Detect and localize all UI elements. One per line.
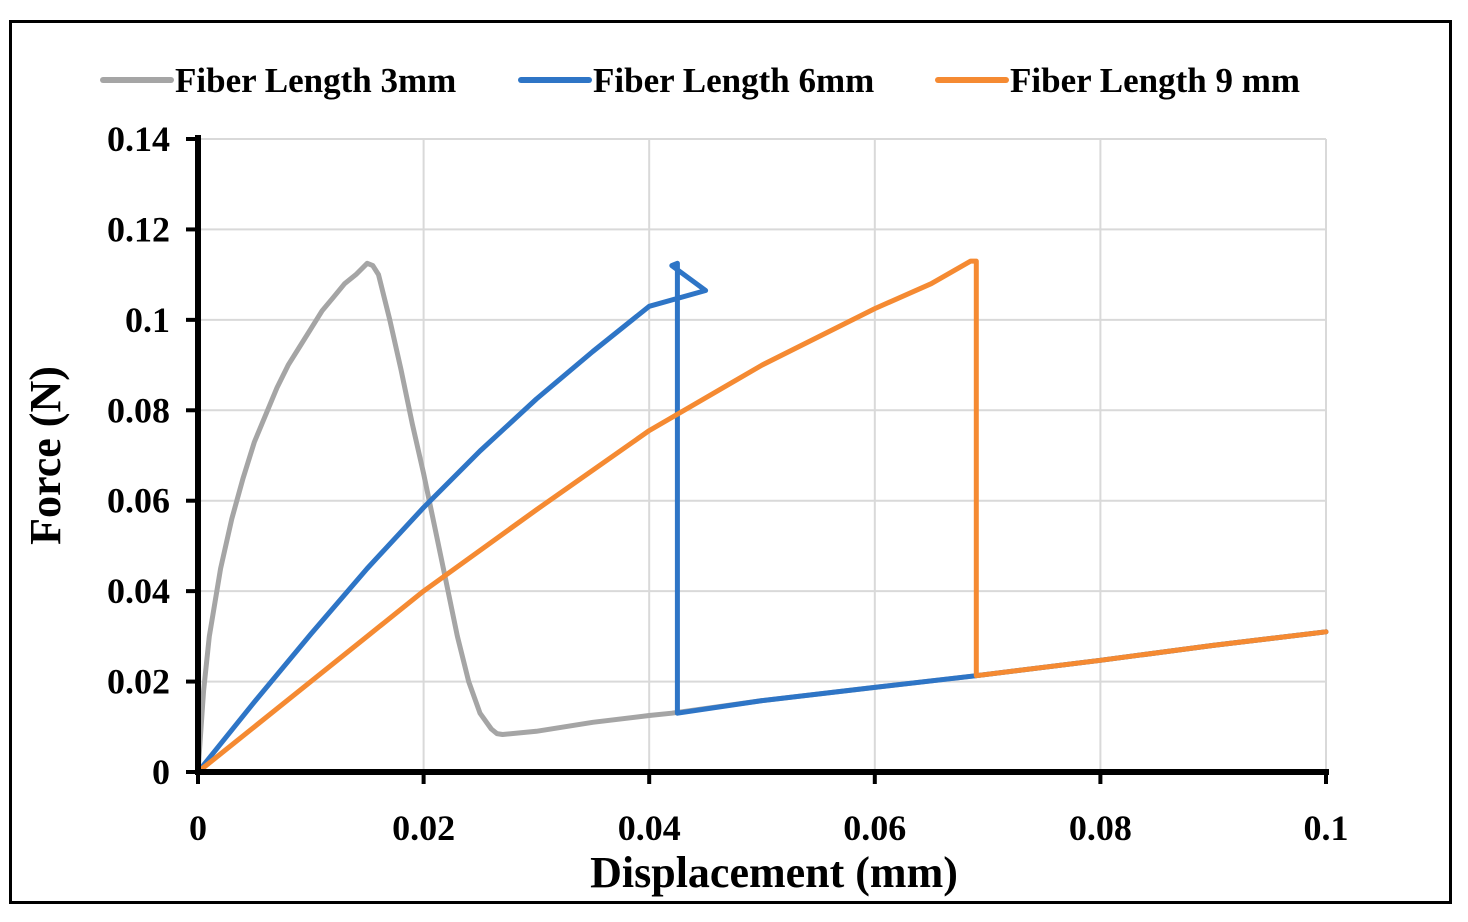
x-tick-label: 0.02 [392, 808, 455, 848]
series-line-2 [195, 260, 1329, 775]
force-displacement-chart: Fiber Length 3mm Fiber Length 6mm Fiber Le… [21, 61, 1349, 897]
series-line-3 [195, 258, 1329, 775]
y-tick-label: 0.06 [107, 481, 170, 521]
legend-label-3: Fiber Length 9 mm [1010, 61, 1300, 100]
series-layer [195, 258, 1329, 775]
legend: Fiber Length 3mm Fiber Length 6mm Fiber Le… [100, 61, 1300, 100]
x-tick-label: 0.06 [843, 808, 906, 848]
y-axis-title: Force (N) [21, 366, 70, 545]
y-tick-label: 0.14 [107, 119, 170, 159]
legend-label-1: Fiber Length 3mm [175, 61, 456, 100]
series-line-1 [195, 260, 1329, 775]
y-tick-label: 0.08 [107, 390, 170, 430]
y-tick-label: 0 [152, 752, 170, 792]
x-tick-label: 0.08 [1069, 808, 1132, 848]
legend-label-2: Fiber Length 6mm [593, 61, 874, 100]
y-tick-label: 0.12 [107, 209, 170, 249]
x-tick-label: 0.1 [1304, 808, 1349, 848]
x-tick-label: 0.04 [618, 808, 681, 848]
y-tick-label: 0.02 [107, 662, 170, 702]
x-tick-label: 0 [189, 808, 207, 848]
y-tick-label: 0.04 [107, 571, 170, 611]
axes: 0 0.02 0.04 0.06 0.08 0.1 0.12 0.14 0 0.02 0.04 0.0… [107, 119, 1349, 848]
chart-frame: Fiber Length 3mm Fiber Length 6mm Fiber Le… [9, 20, 1452, 904]
x-axis-title: Displacement (mm) [590, 848, 958, 897]
grid [198, 138, 1327, 772]
y-tick-label: 0.1 [125, 300, 170, 340]
